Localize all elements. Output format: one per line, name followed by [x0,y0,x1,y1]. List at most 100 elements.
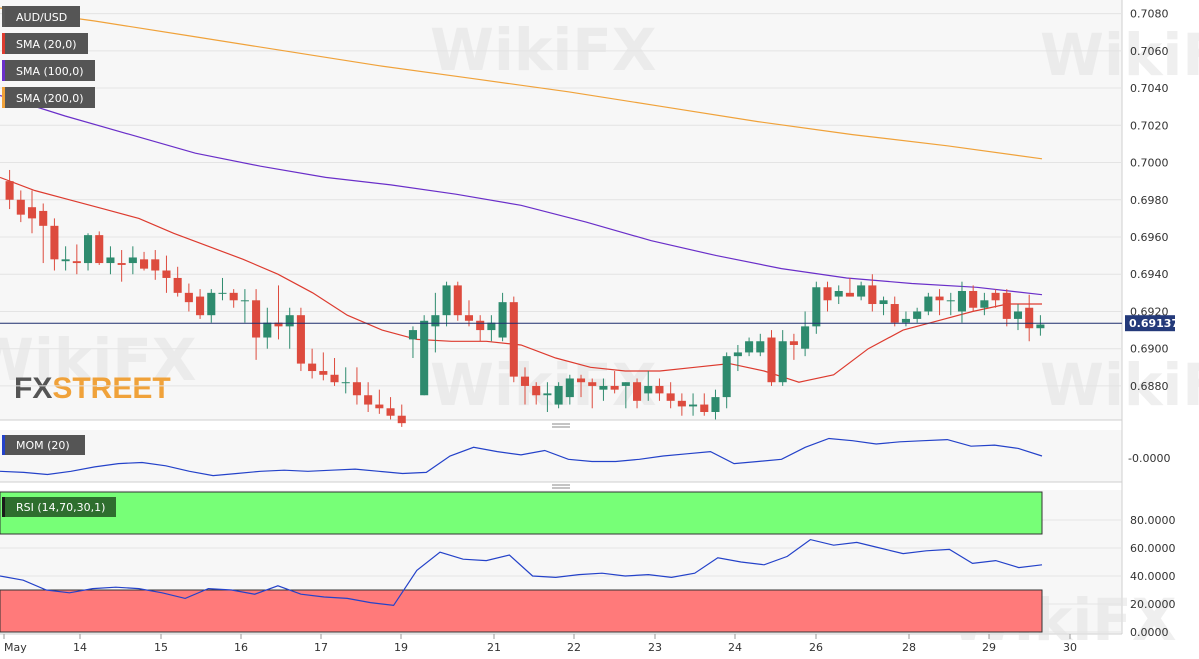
candle-body [532,385,541,396]
x-tick-label: 21 [487,641,501,654]
candle-body [801,326,810,349]
candle-body [308,363,317,372]
candle-body [341,382,350,384]
candle-body [1013,311,1023,319]
candle-body [140,259,149,269]
candle-body [173,277,182,293]
candle-body [789,341,798,345]
candle-body [767,337,776,383]
price-tick-label: 0.6980 [1130,194,1169,207]
candle-body [576,378,586,383]
candle-body [991,292,1000,301]
svg-text:FXSTREET: FXSTREET [14,372,171,405]
candle-body [588,382,597,386]
candle-body [364,395,373,405]
legend-label: AUD/USD [16,11,67,24]
candle-body [644,385,653,394]
candle-body [834,290,843,297]
pane-resize-handle[interactable] [552,423,570,428]
legend-box [2,87,95,108]
candle-body [565,378,574,398]
sma200-line [0,7,1043,160]
candle-body [352,382,361,396]
x-axis-labels: May 14 15 16 17 19 21 22 23 24 26 28 29 30 [3,634,1077,654]
legend-item[interactable]: SMA (100,0) [2,60,95,81]
legend-item[interactable]: AUD/USD [2,6,80,27]
candle-body [700,404,709,412]
candle-body [756,341,765,353]
mom-line [0,437,1043,477]
price-tick-label: 0.7080 [1130,8,1169,21]
legend-box [2,33,88,54]
candle-body [453,285,462,316]
candle-body [50,225,59,260]
rsi-line [0,538,1043,607]
candle-body [666,393,675,401]
legend-item[interactable]: SMA (20,0) [2,33,88,54]
candle-body [240,300,249,302]
price-tick-label: 0.6940 [1130,268,1169,281]
candle-body [823,287,832,301]
candle-body [487,322,496,331]
candle-body [16,199,25,215]
price-tick-label: 0.7060 [1130,45,1169,58]
legend-rsi[interactable]: RSI (14,70,30,1) [2,497,116,517]
price-tick-label: 0.7000 [1130,157,1169,170]
rsi-tick-label: 40.0000 [1130,570,1176,583]
x-tick-label: 26 [809,641,823,654]
x-tick-label: 22 [567,641,581,654]
candle-body [106,257,115,264]
candle-body [554,385,563,405]
candle-body [229,292,238,301]
price-tick-label: 0.7040 [1130,82,1169,95]
candle-body [151,259,160,271]
candle-body [957,290,967,312]
candle-body [722,356,731,398]
candle-body [27,207,37,219]
sma100-line [0,94,1043,296]
y-axis-labels: 0.7080 0.7060 0.7040 0.7020 0.7000 0.6980 0.69… [1128,8,1176,639]
legend-swatch [2,33,5,54]
legend-swatch [2,60,5,81]
candle-body [733,352,742,357]
candle-body [5,181,14,200]
candle-body [464,315,474,321]
candle-body [285,315,294,327]
candle-body [196,296,205,316]
candle-body [924,296,933,312]
candle-body [252,300,261,338]
legend-box [2,60,95,81]
pane-resize-handle[interactable] [552,484,570,489]
svg-text:WikiFX: WikiFX [430,351,657,419]
legend-mom[interactable]: MOM (20) [2,435,85,455]
price-panel [0,0,1122,420]
candle-body [498,302,507,338]
candle-body [599,385,608,390]
candle-body [879,300,888,305]
legend-item[interactable]: SMA (200,0) [2,87,95,108]
candle-body [857,285,866,297]
x-tick-label: 14 [73,641,87,654]
x-tick-label: 23 [648,641,662,654]
candle-body [274,322,283,327]
sma20-line [0,176,1042,383]
x-tick-label: 15 [154,641,168,654]
candle-body [1025,307,1034,329]
candle-body [431,315,440,327]
rsi-tick-label: 60.0000 [1130,542,1176,555]
candles [5,169,1045,427]
legend: AUD/USD SMA (20,0) SMA (100,0) SMA (200,0) [2,6,95,108]
rsi-tick-label: 20.0000 [1130,598,1176,611]
candle-body [980,300,989,308]
rsi-oversold-band [0,589,1043,633]
candle-body [946,300,955,302]
x-tick-label: 28 [902,641,916,654]
x-tick-label: 24 [728,641,742,654]
legend-label: SMA (100,0) [16,65,84,78]
candle-body [128,257,137,264]
candle-body [543,393,552,396]
legend-label: SMA (20,0) [16,38,77,51]
watermark: WikiFX WikiFX WikiFX WikiFX WikiFX WikiF… [0,16,1199,654]
x-tick-label: May [4,641,27,654]
